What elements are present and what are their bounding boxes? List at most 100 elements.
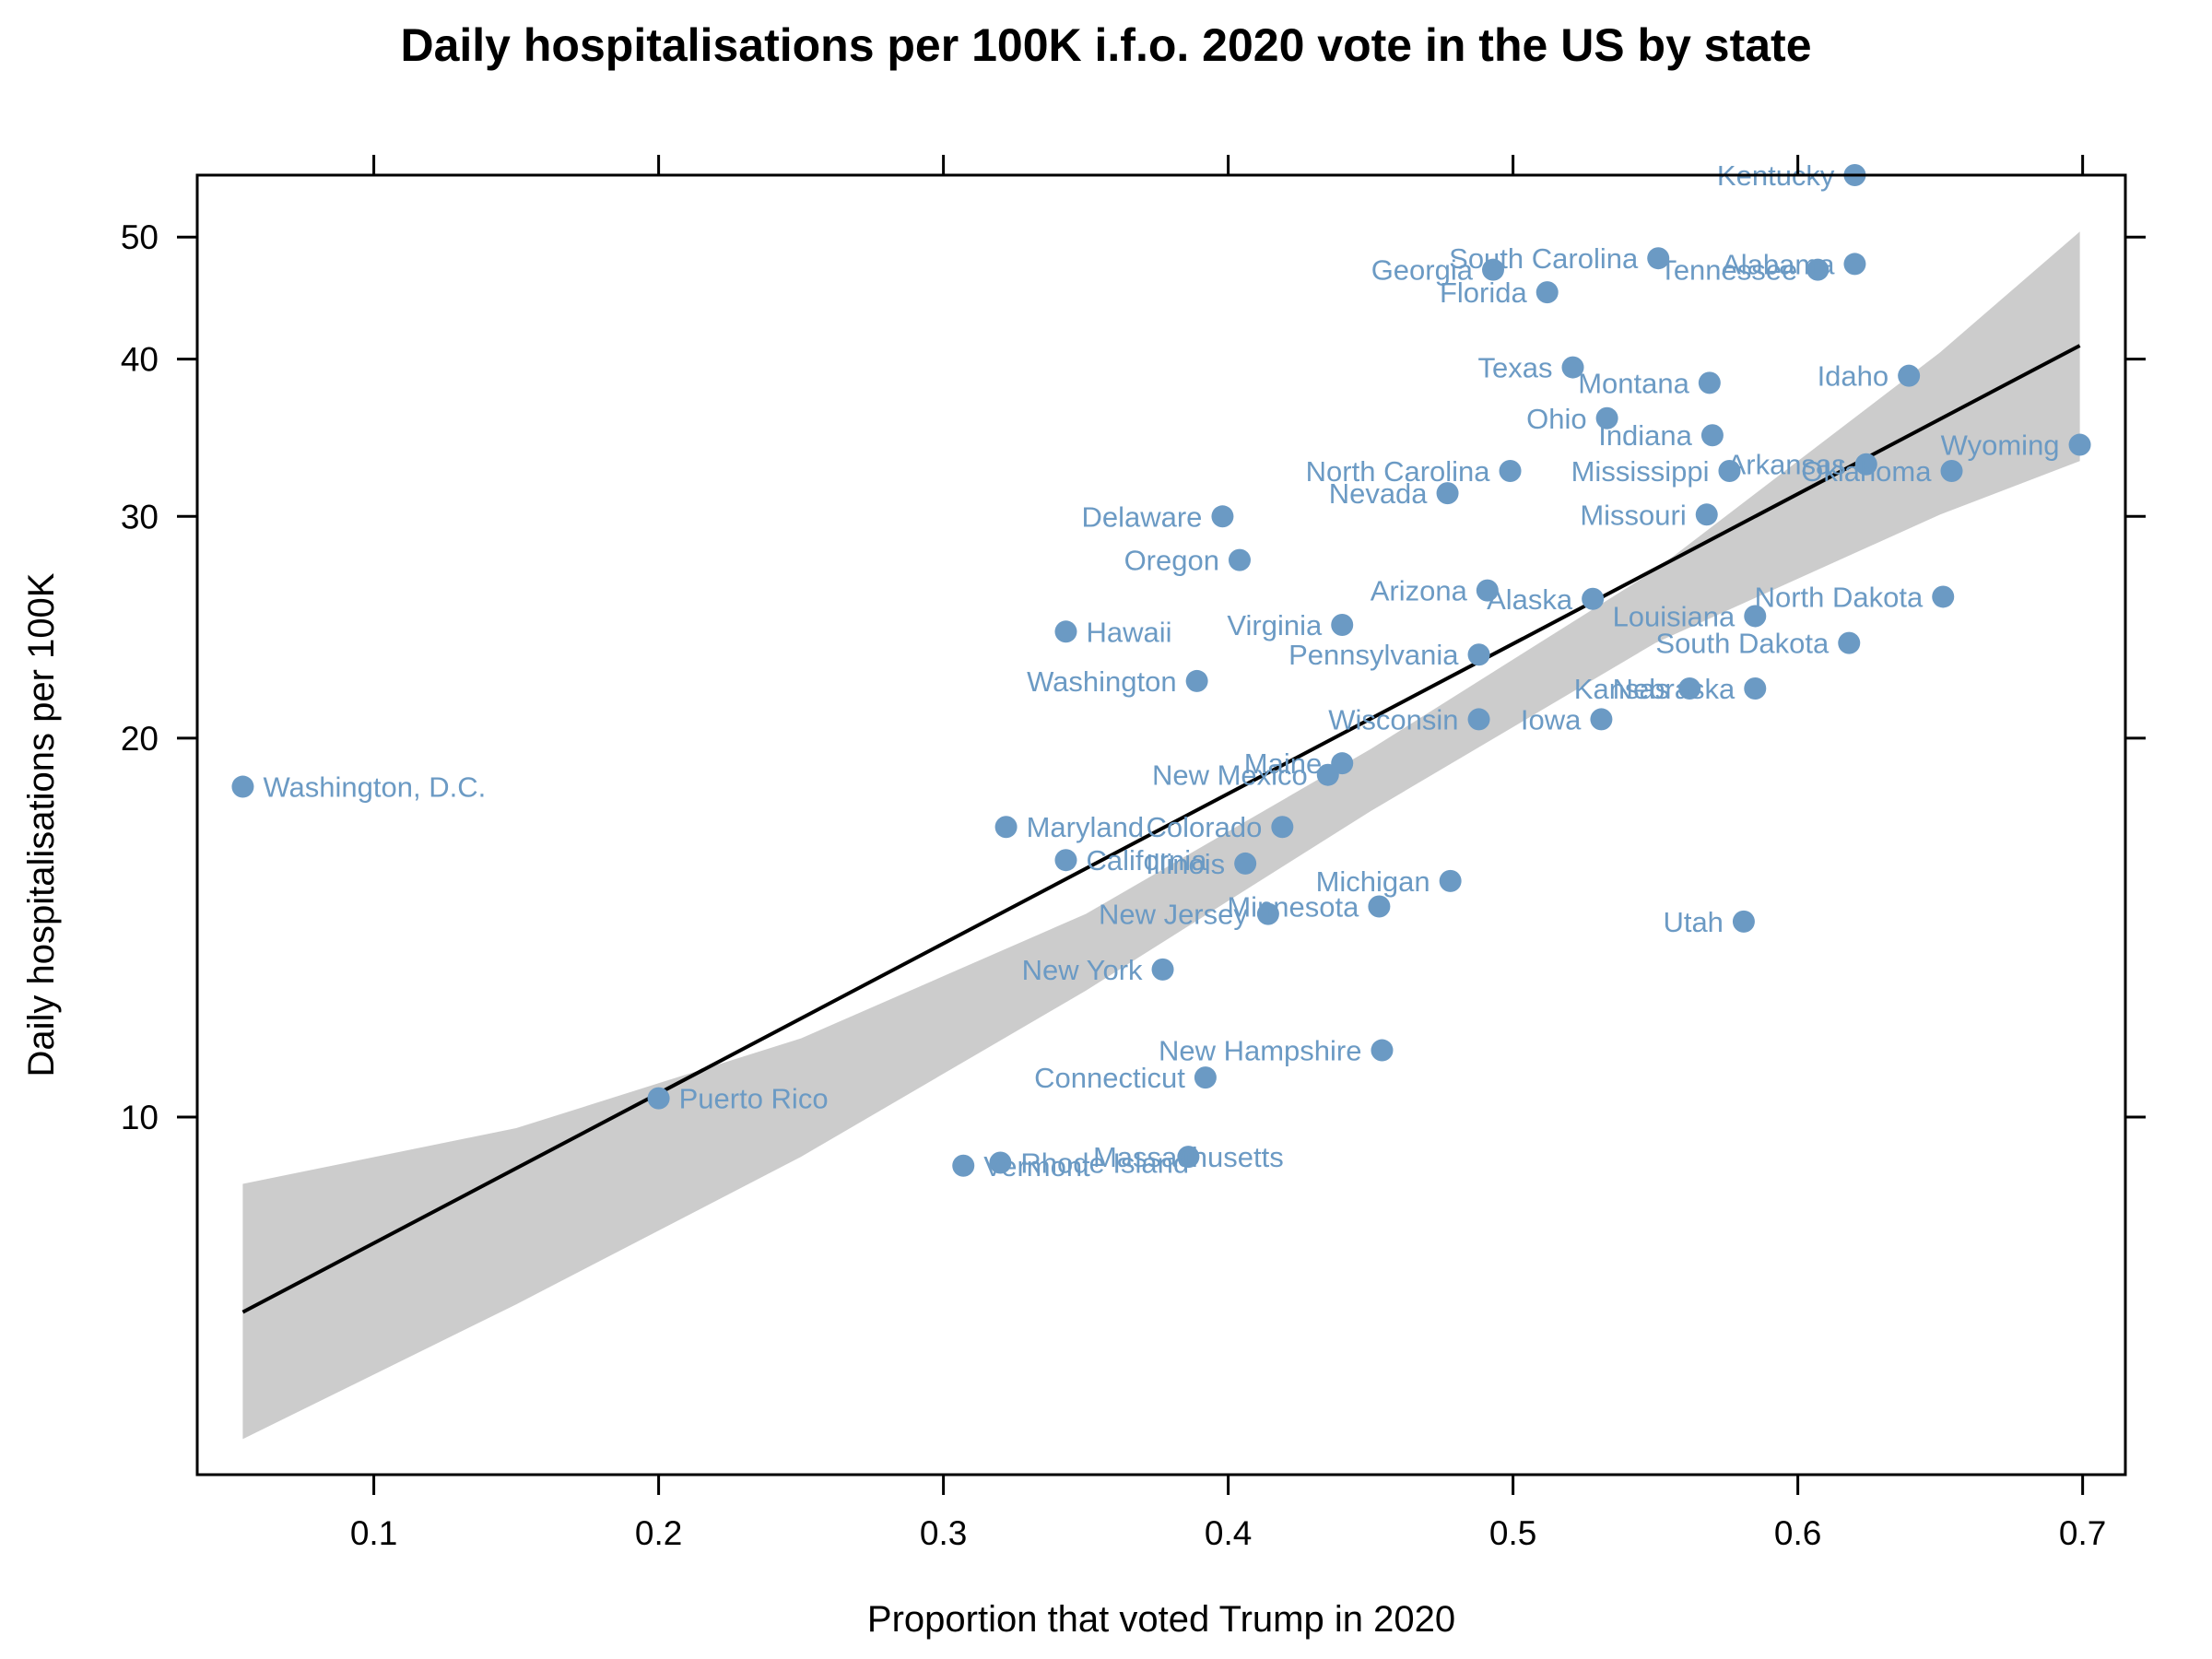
fit-line xyxy=(241,344,2081,1314)
point-label: New York xyxy=(1022,954,1143,986)
point-label: Montana xyxy=(1578,367,1689,399)
data-point xyxy=(1368,895,1391,918)
data-point xyxy=(1561,356,1584,379)
data-point xyxy=(1194,1066,1217,1089)
x-tick-label: 0.4 xyxy=(1205,1514,1252,1552)
point-label: Colorado xyxy=(1147,811,1263,843)
data-point xyxy=(1700,424,1724,447)
data-point xyxy=(1054,849,1077,872)
point-label: Kansas xyxy=(1574,673,1669,705)
y-tick-label: 10 xyxy=(121,1099,159,1136)
data-point xyxy=(1744,605,1767,628)
data-point xyxy=(1499,459,1522,482)
data-point xyxy=(1331,752,1354,775)
data-point xyxy=(647,1087,670,1110)
data-point xyxy=(1843,253,1866,276)
x-tick-label: 0.7 xyxy=(2059,1514,2106,1552)
data-point xyxy=(1595,406,1618,429)
point-label: Puerto Rico xyxy=(679,1083,829,1115)
point-label: Georgia xyxy=(1371,254,1474,287)
data-point xyxy=(1590,708,1613,731)
point-label: Mississippi xyxy=(1571,455,1710,488)
point-label: Michigan xyxy=(1316,865,1430,898)
x-axis-label: Proportion that voted Trump in 2020 xyxy=(867,1599,1455,1640)
data-point xyxy=(1898,364,1921,387)
data-point xyxy=(994,816,1018,839)
y-tick-label: 30 xyxy=(121,498,159,535)
point-label: Rhode Island xyxy=(1020,1147,1189,1180)
data-point xyxy=(1678,677,1701,700)
plot-frame xyxy=(195,173,2127,1477)
point-label: Wyoming xyxy=(1941,429,2060,462)
points-layer xyxy=(231,164,2091,1177)
x-tick-label: 0.1 xyxy=(350,1514,397,1552)
data-point xyxy=(1331,614,1354,637)
point-label: Iowa xyxy=(1521,703,1582,735)
data-point xyxy=(231,775,254,798)
y-tick-label: 50 xyxy=(121,218,159,256)
point-label: Oregon xyxy=(1124,545,1219,577)
y-axis: 10 20 30 40 50 xyxy=(121,218,2146,1136)
point-label: Idaho xyxy=(1818,360,1889,393)
x-axis: 0.1 0.2 0.3 0.4 0.5 0.6 0.7 xyxy=(350,155,2106,1552)
point-label: Arkansas xyxy=(1727,449,1846,481)
point-label: Oklahoma xyxy=(1801,455,1932,488)
y-axis-label: Daily hospitalisations per 100K xyxy=(21,572,62,1077)
confidence-band xyxy=(242,231,2080,1440)
point-label: Nebraska xyxy=(1613,673,1735,705)
data-point xyxy=(1732,910,1755,933)
data-point xyxy=(1467,708,1490,731)
data-point xyxy=(1256,902,1279,925)
data-point xyxy=(1271,816,1294,839)
y-tick-label: 40 xyxy=(121,341,159,379)
data-point xyxy=(1177,1146,1200,1169)
point-label: Louisiana xyxy=(1613,600,1735,632)
point-label: Utah xyxy=(1663,906,1723,938)
point-label: Hawaii xyxy=(1086,616,1171,648)
data-point xyxy=(989,1151,1012,1174)
point-label: Minnesota xyxy=(1227,890,1359,923)
data-point xyxy=(1940,459,1963,482)
point-label: Maryland xyxy=(1027,811,1145,843)
data-point xyxy=(1467,643,1490,666)
point-label: Arizona xyxy=(1371,575,1468,607)
data-point xyxy=(1698,371,1721,394)
y-tick-label: 20 xyxy=(121,720,159,758)
data-point xyxy=(1151,958,1174,981)
data-point xyxy=(1436,482,1459,505)
x-tick-label: 0.5 xyxy=(1489,1514,1536,1552)
point-label: North Carolina xyxy=(1306,455,1491,488)
data-point xyxy=(952,1154,975,1177)
data-point xyxy=(1054,620,1077,643)
point-labels-layer: Washington, D.C. Puerto Rico VermontRhode … xyxy=(263,159,2059,1182)
point-label: Indiana xyxy=(1598,419,1692,452)
data-point xyxy=(1535,281,1559,304)
point-label: Pennsylvania xyxy=(1288,639,1459,671)
data-point xyxy=(1744,677,1767,700)
point-label: Washington, D.C. xyxy=(263,771,486,804)
data-point xyxy=(1695,503,1718,526)
data-point xyxy=(1582,587,1605,610)
point-label: Tennessee xyxy=(1659,254,1797,287)
data-point xyxy=(1439,869,1462,892)
data-point xyxy=(1228,548,1251,571)
point-label: Virginia xyxy=(1227,609,1323,641)
point-label: South Dakota xyxy=(1655,628,1830,660)
point-label: Florida xyxy=(1440,276,1528,309)
data-point xyxy=(1371,1039,1394,1062)
point-label: South Carolina xyxy=(1449,242,1639,275)
point-label: New Jersey xyxy=(1099,899,1248,931)
chart-title: Daily hospitalisations per 100K i.f.o. 2… xyxy=(400,19,1811,71)
point-label: Alabama xyxy=(1722,248,1835,280)
data-point xyxy=(1718,459,1741,482)
point-label: Delaware xyxy=(1081,500,1202,533)
fit-line-layer xyxy=(241,344,2081,1314)
point-label: Alaska xyxy=(1487,583,1573,616)
data-point xyxy=(1481,258,1504,281)
point-label: New Mexico xyxy=(1152,759,1308,792)
data-point xyxy=(1854,453,1877,476)
point-label: Washington xyxy=(1027,665,1177,698)
point-label: Connecticut xyxy=(1034,1062,1185,1094)
data-point xyxy=(1932,585,1955,608)
